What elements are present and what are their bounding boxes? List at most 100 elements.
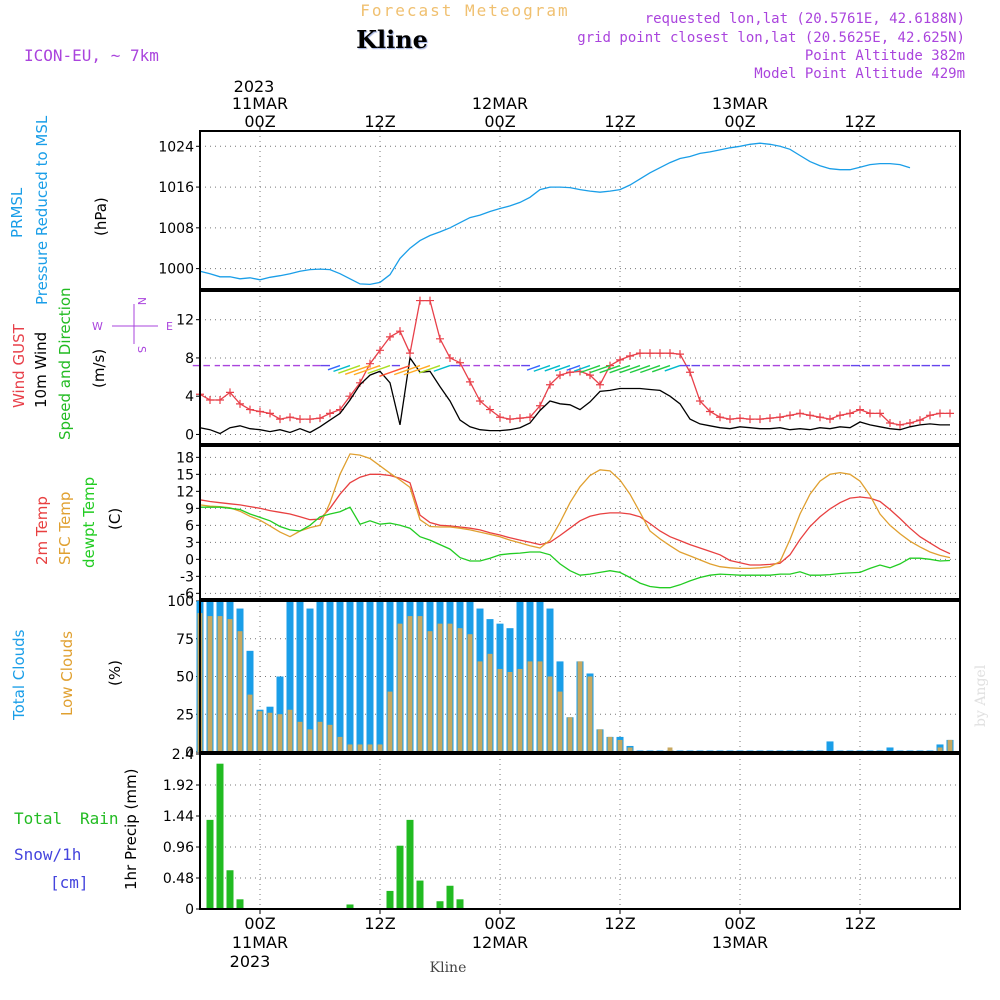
gust-marker [496, 413, 504, 422]
total-clouds-bar [376, 601, 384, 752]
temperature-ytick-label: 12 [176, 484, 194, 500]
low-clouds-bar [327, 724, 333, 752]
bottom-year: 2023 [230, 952, 271, 971]
wind-direction-arrow [554, 364, 571, 372]
gust-marker [246, 405, 254, 414]
wind-direction-arrow [580, 364, 601, 374]
low-clouds-bar [447, 623, 453, 752]
gust-marker [306, 415, 314, 424]
low-clouds-bar [597, 729, 603, 752]
pressure-labels: PRMSL Pressure Reduced to MSL (hPa) [8, 115, 110, 305]
gust-marker [926, 411, 934, 420]
snow-label: Snow/1h [14, 845, 81, 864]
wind-direction-arrow [418, 364, 441, 374]
sfc-temp-label: SFC Temp [56, 492, 74, 565]
gust-marker [596, 380, 604, 389]
pressure-line [199, 142, 911, 286]
station-title: Kline [356, 25, 428, 54]
pressure-ytick-label: 1008 [158, 221, 194, 237]
wind-direction-arrow [338, 364, 361, 374]
point-altitude: Point Altitude 382m [805, 48, 965, 64]
low-clouds-bar [437, 623, 443, 752]
percent-label: (%) [106, 660, 124, 686]
gust-marker [526, 413, 534, 422]
low-clouds-bar [287, 709, 293, 752]
bottom-station: Kline [430, 960, 467, 976]
dewpt-temp-label: dewpt Temp [80, 477, 98, 568]
gust-marker [916, 416, 924, 425]
precip-ytick-label: 1.92 [163, 778, 194, 794]
gust-marker [256, 407, 264, 416]
rain-bar [406, 819, 414, 909]
temperature-ytick-label: -6 [180, 586, 194, 602]
gust-marker [416, 296, 424, 305]
gust-marker [766, 414, 774, 423]
wind-direction-arrow [533, 364, 551, 372]
pressure-reduced-label: Pressure Reduced to MSL [33, 115, 51, 305]
wind-ytick-label: 12 [176, 313, 194, 329]
wind-direction-arrow [664, 364, 681, 372]
wind-direction-arrow [327, 364, 341, 371]
top-tick-hour: 12Z [844, 112, 875, 131]
total-clouds-bar [886, 747, 894, 752]
top-tick-date: 11MAR [232, 94, 288, 113]
gust-marker [436, 334, 444, 343]
top-tick-hour: 12Z [604, 112, 635, 131]
rain-bar [346, 904, 354, 909]
gust-marker [236, 399, 244, 408]
watermark: by Angel [973, 664, 989, 727]
low-clouds-bar [387, 691, 393, 752]
total-clouds-bar [356, 601, 364, 752]
precip-frame [199, 753, 961, 910]
gust-marker [716, 413, 724, 422]
low-clouds-bar [307, 729, 313, 752]
panel-precip: 0 0.48 0.96 1.44 1.92 2.4 [163, 747, 961, 918]
top-tick-hour: 00Z [724, 112, 755, 131]
low-clouds-bar [557, 691, 563, 752]
gust-marker [466, 377, 474, 386]
total-clouds-bar [326, 601, 334, 752]
gust-marker [706, 407, 714, 416]
precip-labels: Total Rain Snow/1h [cm] 1hr Precip (mm) [14, 769, 140, 892]
precip-ytick-label: 1.44 [163, 809, 194, 825]
gust-marker [686, 368, 694, 377]
temperature-ytick-label: 18 [176, 450, 194, 466]
pressure-ytick-label: 1000 [158, 262, 194, 278]
low-clouds-bar [207, 616, 213, 752]
wind-direction-arrow [566, 364, 581, 371]
ms-label: (m/s) [90, 349, 108, 388]
gust-marker [616, 355, 624, 364]
top-year: 2023 [234, 77, 275, 96]
low-clouds-bar [567, 717, 573, 752]
top-tick-date: 12MAR [472, 94, 528, 113]
wind-direction-arrow [367, 364, 391, 375]
gust-marker [316, 414, 324, 423]
low-clouds-bar [517, 668, 523, 752]
gust-marker [556, 371, 564, 380]
low-clouds-bar [477, 661, 483, 752]
bottom-tick-date: 11MAR [232, 933, 288, 952]
low-clouds-bar [617, 739, 623, 752]
top-tick-hour: 12Z [364, 112, 395, 131]
low-clouds-label: Low Clouds [58, 631, 76, 716]
low-clouds-bar [427, 631, 433, 752]
low-clouds-bar [277, 714, 283, 752]
precip-ytick-label: 0.96 [163, 840, 194, 856]
pressure-ytick-label: 1016 [158, 180, 194, 196]
total-clouds-bar [346, 601, 354, 752]
total-label: Total [14, 809, 62, 828]
low-clouds-bar [337, 736, 343, 752]
gust-marker [396, 327, 404, 336]
low-clouds-bar [937, 747, 943, 752]
gust-marker [886, 418, 894, 427]
gust-marker [856, 405, 864, 414]
temperature-frame [199, 445, 961, 600]
wind-gust-line [199, 299, 950, 426]
gust-marker [266, 409, 274, 418]
dewpt-temp-line [200, 506, 951, 589]
low-clouds-bar [577, 661, 583, 752]
total-clouds-label: Total Clouds [10, 629, 28, 721]
low-clouds-bar [237, 631, 243, 752]
